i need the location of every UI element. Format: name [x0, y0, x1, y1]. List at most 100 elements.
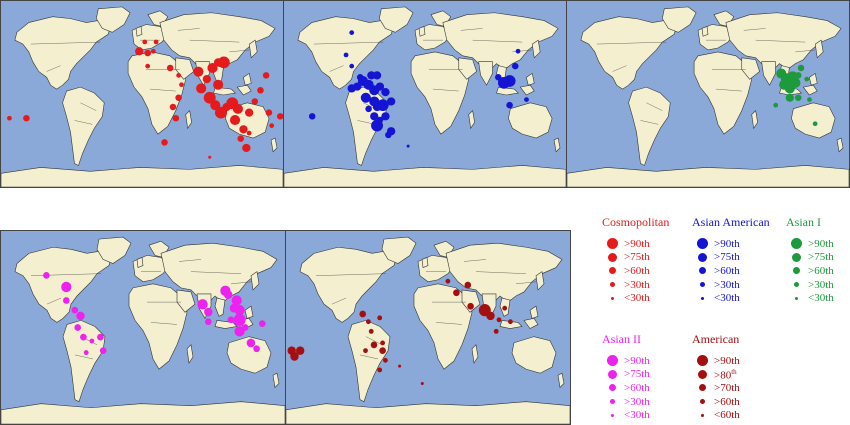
- country-border: [46, 65, 61, 72]
- map-data-point: [383, 357, 388, 363]
- map-data-point: [515, 48, 521, 54]
- legend-dot-icon: [606, 355, 618, 367]
- map-data-point: [179, 82, 184, 88]
- legend-label: >60th: [624, 381, 650, 394]
- legend-label: >60th: [624, 264, 650, 277]
- landmass: [284, 165, 566, 187]
- map-data-point: [377, 367, 383, 373]
- map-data-point: [794, 72, 802, 79]
- map-data-point: [166, 64, 174, 72]
- country-border: [190, 271, 242, 274]
- world-map-svg: [1, 231, 285, 424]
- map-data-point: [80, 333, 87, 341]
- legend-label: >75th: [808, 251, 834, 264]
- landmass: [535, 271, 545, 291]
- country-border: [329, 65, 344, 72]
- country-border: [515, 281, 537, 284]
- legend-item: <30th: [692, 291, 770, 305]
- legend-label: <30th: [624, 409, 650, 422]
- map-data-point: [486, 311, 495, 321]
- landmass: [214, 297, 226, 317]
- country-border: [640, 120, 659, 125]
- legend-label: >60th: [714, 395, 740, 408]
- map-data-point: [262, 72, 270, 79]
- landmass: [176, 289, 196, 313]
- map-data-point: [506, 101, 513, 109]
- map-data-point: [804, 76, 810, 82]
- country-border: [74, 354, 94, 360]
- legend-item: >60th: [786, 264, 834, 278]
- country-border: [612, 65, 627, 72]
- map-data-point: [502, 305, 508, 311]
- map-data-point: [790, 77, 801, 88]
- map-data-point: [150, 48, 156, 54]
- legend-item: >30th: [602, 278, 669, 292]
- map-data-point: [797, 64, 805, 72]
- landmass: [471, 344, 479, 364]
- map-data-point: [524, 97, 529, 102]
- legend-title: Cosmopolitan: [602, 215, 670, 229]
- map-data-point: [406, 144, 410, 148]
- landmass: [421, 256, 429, 268]
- legend-dot-icon: [699, 399, 705, 405]
- legend-item: <60th: [692, 408, 740, 422]
- map-data-point: [239, 125, 248, 134]
- map-data-point: [175, 94, 182, 101]
- legend-label: >75th: [624, 251, 650, 264]
- map-data-point: [176, 73, 182, 78]
- legend-label: >90th: [624, 237, 650, 250]
- map-data-point: [71, 306, 79, 314]
- legend-dot-icon: [700, 413, 704, 417]
- map-data-point: [232, 103, 243, 114]
- map-data-point: [276, 113, 283, 120]
- legend-label: >60th: [714, 264, 740, 277]
- map-data-point: [142, 39, 148, 45]
- map-data-point: [202, 75, 212, 84]
- map-data-point: [386, 127, 396, 136]
- map-data-point: [233, 313, 246, 326]
- country-border: [359, 354, 379, 360]
- map-data-point: [493, 328, 499, 334]
- legend-dot-icon: [700, 296, 704, 300]
- legend-dot-icon: [608, 384, 616, 392]
- map-american: [285, 230, 571, 425]
- map-data-point: [812, 121, 818, 127]
- country-border: [189, 39, 240, 43]
- map-data-point: [135, 47, 144, 56]
- country-border: [435, 322, 463, 325]
- map-data-point: [251, 98, 259, 105]
- country-border: [229, 49, 250, 53]
- map-asian-ii: [0, 230, 286, 425]
- map-data-point: [497, 76, 510, 89]
- country-border: [230, 281, 252, 284]
- legend-label: >70th: [714, 381, 740, 394]
- landmass: [580, 16, 677, 90]
- map-data-point: [365, 105, 372, 113]
- legend-dot-icon: [791, 252, 801, 262]
- map-data-point: [203, 91, 216, 104]
- landmass: [1, 165, 283, 187]
- map-data-point: [287, 346, 296, 355]
- legend-dot-icon: [696, 355, 708, 367]
- country-border: [472, 39, 523, 43]
- legend-item: >80th: [692, 368, 740, 381]
- legend-item: >30th: [786, 278, 834, 292]
- legend-dot-icon: [792, 267, 800, 275]
- map-data-point: [244, 108, 254, 117]
- legend-label: >90th: [714, 237, 740, 250]
- map-data-point: [366, 319, 371, 325]
- legend-item: >60th: [602, 381, 650, 395]
- legend-asian-american: Asian American >90th >75th >60th >30th <30th: [692, 215, 770, 305]
- legend-dot-icon: [790, 238, 802, 250]
- landmass: [511, 336, 557, 374]
- legend-dot-icon: [610, 413, 614, 417]
- country-border: [596, 41, 667, 45]
- legend-item: >90th: [692, 354, 740, 368]
- map-data-point: [370, 112, 379, 121]
- map-data-point: [89, 338, 95, 344]
- legend-dot-icon: [610, 296, 614, 300]
- landmass: [248, 39, 258, 59]
- legend-dot-icon: [697, 252, 707, 262]
- map-data-point: [380, 340, 385, 346]
- legend-dot-icon: [609, 399, 615, 405]
